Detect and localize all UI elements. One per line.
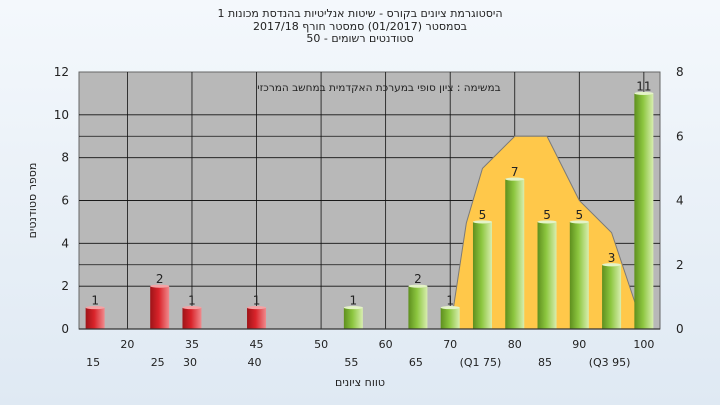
y-axis-title: מספר סטודנטים — [26, 163, 39, 239]
bar-top — [440, 305, 460, 310]
y-left-tick-label: 4 — [61, 236, 69, 250]
x-tick-label: 35 — [185, 338, 199, 351]
bar-value-label: 2 — [414, 272, 422, 286]
bar-top — [247, 305, 267, 310]
bar-top — [505, 177, 525, 181]
bar — [150, 286, 170, 329]
y-right-tick-label: 4 — [676, 194, 684, 208]
chart-title: היסטוגרמת ציונים בקורס - שיטות אנליטיות … — [217, 7, 503, 20]
chart-subtitle-students: סטודנטים רשומים - 50 — [306, 32, 414, 45]
x-tick-label: 65 — [409, 356, 423, 369]
x-tick-label: 55 — [344, 356, 358, 369]
bar-value-label: 5 — [575, 208, 583, 222]
y-right-tick-label: 2 — [676, 258, 684, 272]
bar — [85, 307, 105, 329]
bar-value-label: 11 — [636, 79, 651, 93]
x-tick-label: 90 — [572, 338, 586, 351]
y-left-tick-label: 12 — [54, 65, 69, 79]
chart-subtitle-semester: בסמסטר (01/2017) סמסטר חורף 2017/18 — [253, 19, 467, 33]
x-tick-label: 45 — [250, 338, 264, 351]
bar — [537, 221, 557, 329]
x-tick-label: (Q1 75) — [460, 356, 502, 369]
x-tick-label: 30 — [183, 356, 197, 369]
x-tick-label: 70 — [443, 338, 457, 351]
x-tick-label: 80 — [508, 338, 522, 351]
bar-value-label: 1 — [446, 294, 454, 308]
bar-top — [472, 220, 492, 224]
x-tick-label: 85 — [538, 356, 552, 369]
bar — [182, 307, 202, 329]
bar-top — [569, 220, 589, 224]
bar — [472, 221, 492, 329]
bar — [505, 179, 525, 329]
bar-value-label: 5 — [543, 208, 551, 222]
bar-value-label: 5 — [479, 208, 487, 222]
bar-top — [602, 263, 622, 267]
y-left-tick-label: 2 — [61, 279, 69, 293]
bar-top — [150, 284, 170, 288]
bar-value-label: 7 — [511, 165, 519, 179]
chart-title-block: היסטוגרמת ציונים בקורס - שיטות אנליטיות … — [0, 7, 720, 46]
y-left-tick-label: 0 — [61, 322, 69, 336]
bar — [408, 286, 428, 329]
bar-value-label: 1 — [91, 294, 99, 308]
x-tick-label: 50 — [314, 338, 328, 351]
bar — [343, 307, 363, 329]
y-right-tick-label: 8 — [676, 65, 684, 79]
y-left-tick-label: 6 — [61, 194, 69, 208]
x-tick-label: 25 — [151, 356, 165, 369]
bar — [569, 221, 589, 329]
bar-top — [182, 305, 202, 310]
y-left-tick-label: 8 — [61, 151, 69, 165]
x-tick-label: 40 — [248, 356, 262, 369]
bar-top — [343, 305, 363, 310]
bar-top — [85, 305, 105, 310]
x-tick-label: 20 — [120, 338, 134, 351]
x-tick-label: 60 — [379, 338, 393, 351]
x-axis-title: טווח ציונים — [335, 376, 385, 389]
bar — [440, 307, 460, 329]
x-tick-label: 15 — [86, 356, 100, 369]
bar-top — [537, 220, 557, 224]
bar — [247, 307, 267, 329]
bar-value-label: 3 — [608, 251, 616, 265]
chart-annotation: במשימה : ציון סופי במערכת האקדמית במחשב … — [257, 82, 500, 94]
bar-value-label: 1 — [188, 294, 196, 308]
y-left-tick-label: 10 — [54, 108, 69, 122]
bar-top — [408, 284, 428, 288]
bar — [634, 93, 654, 330]
bar-top — [634, 91, 654, 96]
bar-value-label: 1 — [253, 294, 261, 308]
y-right-tick-label: 0 — [676, 322, 684, 336]
bar — [602, 264, 622, 329]
x-tick-label: 100 — [633, 338, 654, 351]
bar-value-label: 2 — [156, 272, 164, 286]
x-tick-label: (Q3 95) — [589, 356, 631, 369]
y-right-tick-label: 6 — [676, 129, 684, 143]
bar-value-label: 1 — [350, 294, 358, 308]
